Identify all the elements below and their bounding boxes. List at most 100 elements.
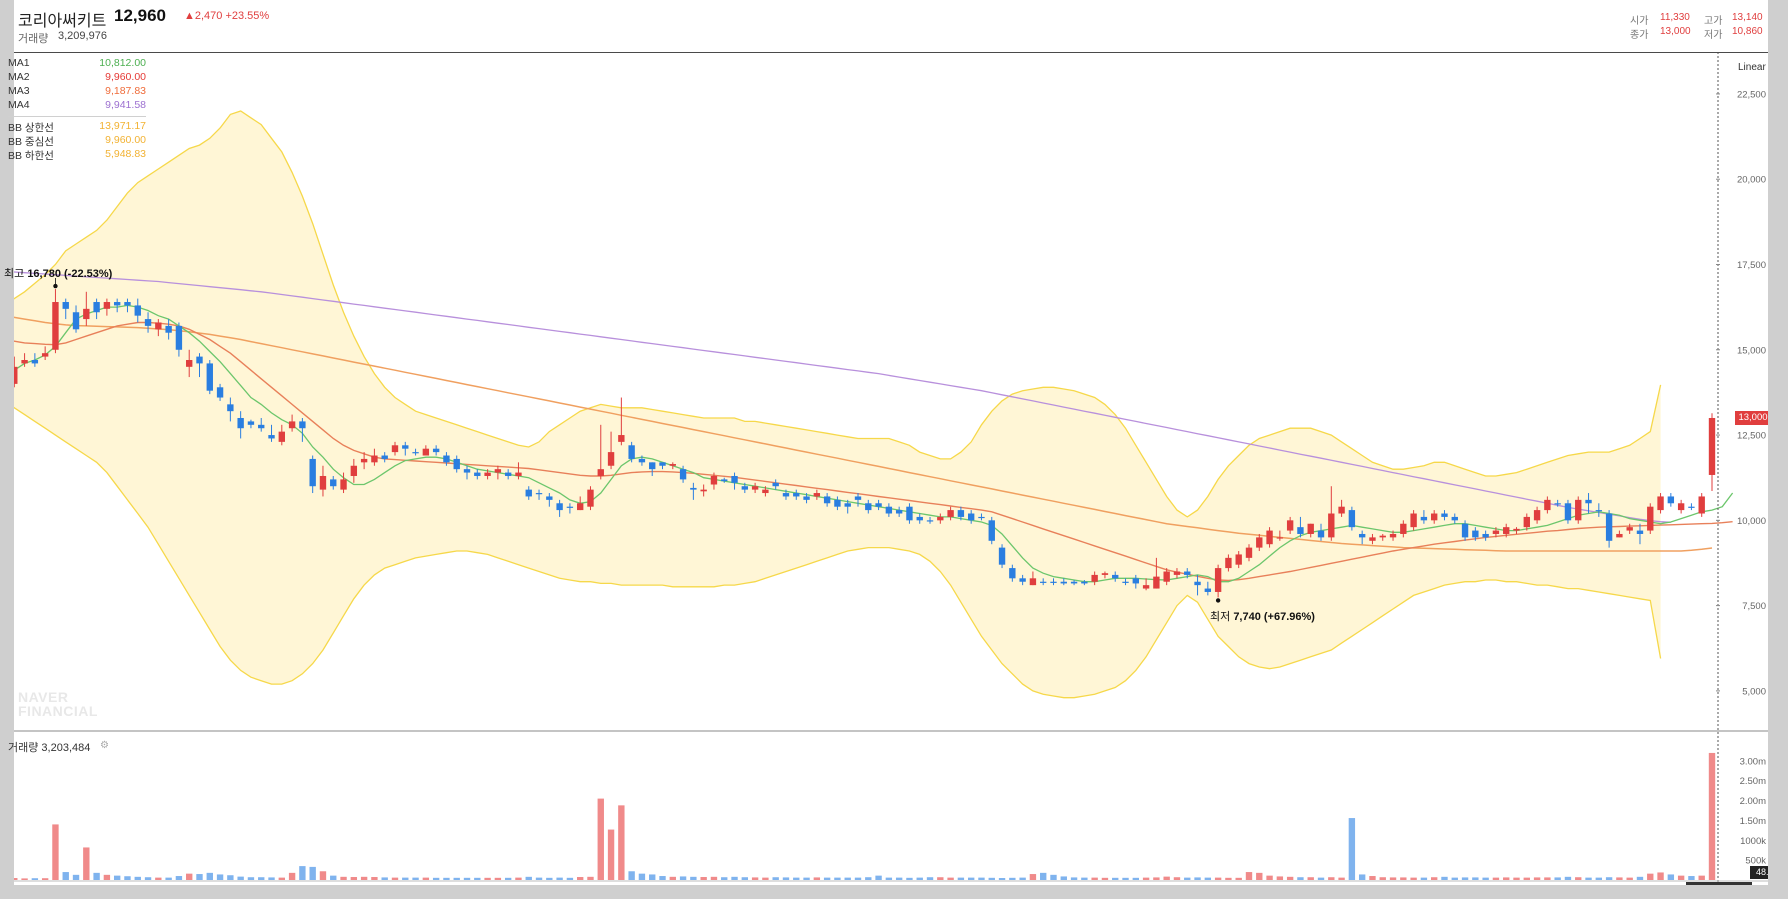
volume-bar bbox=[72, 874, 80, 880]
candle-body bbox=[474, 472, 481, 476]
candle bbox=[144, 312, 152, 333]
candle bbox=[1358, 530, 1366, 545]
volume-bar bbox=[1235, 877, 1242, 880]
candle bbox=[1317, 523, 1325, 541]
candle bbox=[998, 544, 1006, 569]
candle bbox=[1554, 499, 1561, 507]
candle bbox=[669, 462, 676, 470]
candle bbox=[1431, 510, 1438, 524]
candle-body bbox=[93, 302, 100, 313]
volume-bar bbox=[1626, 877, 1633, 880]
candle bbox=[1204, 581, 1212, 596]
candle-body bbox=[1081, 581, 1088, 584]
volume-axis-label: 2.00m bbox=[1740, 796, 1766, 807]
volume-bar bbox=[618, 805, 625, 880]
volume-bar bbox=[1060, 876, 1067, 880]
candle-body bbox=[443, 455, 450, 463]
candle bbox=[41, 346, 49, 361]
legend-ma4-value: 9,941.58 bbox=[105, 99, 146, 111]
volume-bar bbox=[391, 877, 399, 880]
candle-body bbox=[1153, 576, 1160, 589]
volume-bar bbox=[1708, 752, 1716, 880]
volume-bar bbox=[710, 876, 718, 880]
volume-bar bbox=[1647, 873, 1654, 880]
candle-body bbox=[1503, 527, 1510, 534]
candle bbox=[402, 441, 409, 456]
candle-body bbox=[628, 445, 635, 459]
candle-body bbox=[1605, 513, 1613, 541]
candle bbox=[535, 489, 543, 500]
volume-bar bbox=[895, 877, 903, 880]
candle bbox=[607, 431, 615, 470]
ma4-line bbox=[3, 270, 1671, 523]
scale-mode-dropdown[interactable]: Linear bbox=[1738, 62, 1766, 73]
volume-bar bbox=[1173, 877, 1181, 880]
candle-body bbox=[206, 363, 213, 391]
candle-body bbox=[227, 404, 234, 412]
volume-bar bbox=[1667, 874, 1675, 880]
candle bbox=[525, 486, 532, 500]
volume-bar bbox=[175, 876, 183, 880]
stock-header: 코리아써키트 12,960 ▲2,470 +23.55% 거래량 3,209,9… bbox=[14, 0, 1768, 53]
candle bbox=[453, 455, 460, 473]
volume-bar bbox=[155, 877, 162, 880]
candle bbox=[1307, 523, 1314, 538]
candle bbox=[391, 441, 399, 456]
price-axis-label: 5,000 bbox=[1742, 686, 1766, 697]
volume-bar bbox=[134, 876, 141, 880]
volume-bar bbox=[52, 824, 59, 880]
volume-bar bbox=[525, 876, 532, 880]
volume-bar bbox=[11, 878, 18, 880]
candle bbox=[299, 417, 306, 442]
volume-bar bbox=[597, 798, 604, 880]
candle-body bbox=[1461, 523, 1469, 538]
candle bbox=[443, 452, 450, 466]
candle-body bbox=[638, 458, 646, 463]
volume-bar bbox=[494, 877, 502, 880]
candle-body bbox=[1451, 516, 1458, 521]
candle bbox=[556, 499, 563, 517]
volume-bar bbox=[854, 877, 862, 880]
candle-body bbox=[412, 452, 419, 454]
candle-body bbox=[1492, 530, 1500, 534]
volume-bar bbox=[1338, 877, 1345, 880]
high-value: 13,140 bbox=[1732, 12, 1763, 23]
volume-bar bbox=[1369, 876, 1376, 880]
candle-body bbox=[793, 493, 800, 497]
candle-body bbox=[1194, 581, 1201, 586]
volume-bar bbox=[1256, 872, 1263, 880]
candle-body bbox=[1050, 581, 1057, 583]
candle-body bbox=[834, 499, 841, 507]
volume-axis-label: 1.50m bbox=[1740, 816, 1766, 827]
volume-bar bbox=[741, 877, 749, 880]
volume-bar bbox=[690, 876, 697, 880]
candle bbox=[258, 417, 265, 432]
volume-bar bbox=[1194, 877, 1201, 880]
candle bbox=[937, 513, 944, 524]
price-axis-label: 22,500 bbox=[1737, 89, 1766, 100]
candle-body bbox=[1647, 506, 1654, 531]
candle bbox=[1492, 527, 1500, 538]
candle bbox=[679, 465, 687, 483]
volume-bar bbox=[1050, 874, 1057, 880]
gear-icon[interactable]: ⚙ bbox=[100, 740, 109, 751]
candle bbox=[504, 469, 512, 480]
volume-bar bbox=[443, 877, 450, 880]
candle-body bbox=[453, 458, 460, 470]
volume-bar bbox=[1379, 877, 1386, 880]
candle bbox=[1657, 493, 1664, 514]
volume-bar bbox=[1492, 877, 1500, 880]
indicator-legend: MA1 10,812.00 MA2 9,960.00 MA3 9,187.83 MA4… bbox=[8, 57, 146, 162]
candle bbox=[1677, 499, 1685, 514]
candle-body bbox=[41, 353, 49, 357]
candle bbox=[649, 462, 656, 476]
window-frame-right bbox=[1768, 0, 1788, 899]
candle-body bbox=[937, 516, 944, 521]
candle bbox=[1256, 533, 1263, 552]
volume-bar bbox=[268, 877, 275, 880]
candle-body bbox=[618, 435, 625, 442]
candle bbox=[1173, 568, 1181, 579]
candle-body bbox=[803, 496, 810, 500]
volume-bar bbox=[402, 877, 409, 880]
